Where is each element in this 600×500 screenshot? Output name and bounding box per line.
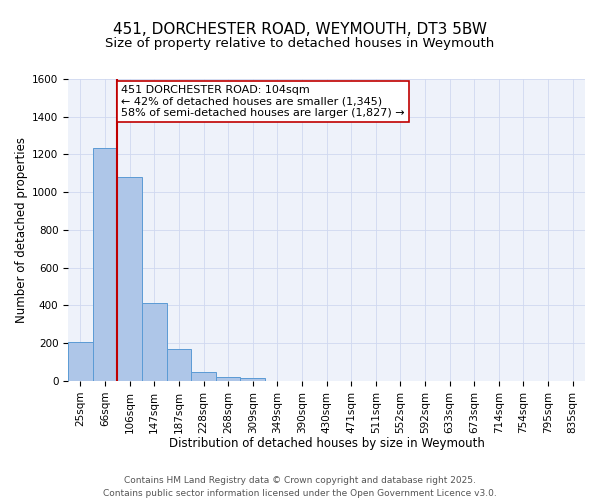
Text: 451 DORCHESTER ROAD: 104sqm
← 42% of detached houses are smaller (1,345)
58% of : 451 DORCHESTER ROAD: 104sqm ← 42% of det… xyxy=(121,84,404,118)
X-axis label: Distribution of detached houses by size in Weymouth: Distribution of detached houses by size … xyxy=(169,437,485,450)
Bar xyxy=(167,349,191,381)
Text: Size of property relative to detached houses in Weymouth: Size of property relative to detached ho… xyxy=(106,38,494,51)
Bar xyxy=(241,378,265,381)
Y-axis label: Number of detached properties: Number of detached properties xyxy=(15,137,28,323)
Bar xyxy=(118,177,142,381)
Text: 451, DORCHESTER ROAD, WEYMOUTH, DT3 5BW: 451, DORCHESTER ROAD, WEYMOUTH, DT3 5BW xyxy=(113,22,487,38)
Bar xyxy=(216,377,241,381)
Bar xyxy=(191,372,216,381)
Bar xyxy=(68,342,93,381)
Bar xyxy=(142,302,167,381)
Text: Contains HM Land Registry data © Crown copyright and database right 2025.
Contai: Contains HM Land Registry data © Crown c… xyxy=(103,476,497,498)
Bar xyxy=(93,148,118,381)
